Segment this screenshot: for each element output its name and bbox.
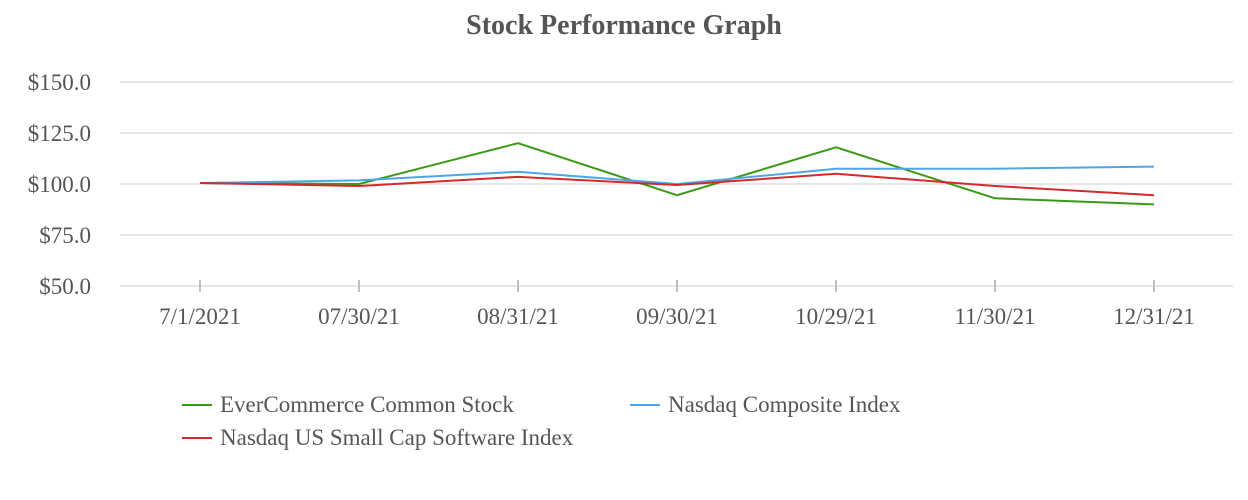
x-tick-label: 10/29/21 bbox=[795, 304, 877, 329]
y-tick-label: $50.0 bbox=[39, 274, 91, 299]
series-lines bbox=[199, 142, 1155, 206]
x-axis-tick-labels: 7/1/2021 07/30/21 08/31/21 09/30/21 10/29/21… bbox=[159, 280, 1195, 329]
y-tick-label: $150.0 bbox=[28, 70, 91, 95]
x-tick-label: 11/30/21 bbox=[955, 304, 1036, 329]
series-line-2 bbox=[199, 172, 1155, 197]
series-line-1 bbox=[199, 165, 1155, 186]
y-tick-label: $125.0 bbox=[28, 121, 91, 146]
y-tick-label: $75.0 bbox=[39, 223, 91, 248]
series-line-0 bbox=[199, 142, 1155, 206]
x-tick-label: 7/1/2021 bbox=[159, 304, 241, 329]
y-tick-label: $100.0 bbox=[28, 172, 91, 197]
x-tick-label: 08/31/21 bbox=[477, 304, 559, 329]
x-tick-label: 12/31/21 bbox=[1113, 304, 1195, 329]
chart-title: Stock Performance Graph bbox=[466, 10, 782, 41]
y-axis-tick-labels: $150.0 $125.0 $100.0 $75.0 $50.0 bbox=[28, 70, 91, 299]
x-tick-label: 07/30/21 bbox=[318, 304, 400, 329]
x-tick-label: 09/30/21 bbox=[636, 304, 718, 329]
